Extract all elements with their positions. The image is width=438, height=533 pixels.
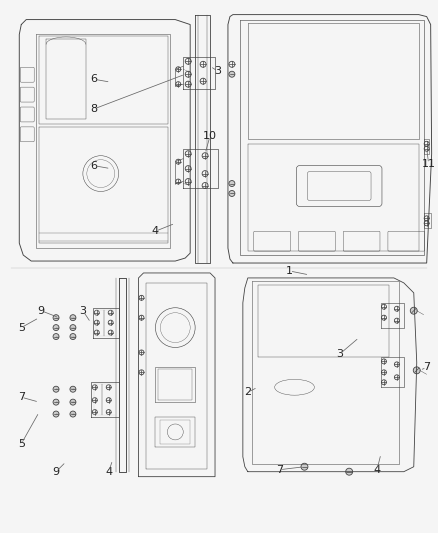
Text: 3: 3: [215, 66, 222, 76]
Circle shape: [53, 334, 59, 340]
Circle shape: [53, 386, 59, 392]
Circle shape: [229, 190, 235, 197]
Text: 4: 4: [105, 467, 112, 477]
Circle shape: [70, 325, 76, 330]
Text: 5: 5: [18, 322, 25, 333]
Text: 11: 11: [422, 159, 436, 168]
Circle shape: [346, 468, 353, 475]
Circle shape: [53, 314, 59, 321]
Circle shape: [301, 463, 308, 470]
Text: 10: 10: [203, 131, 217, 141]
Text: 5: 5: [18, 439, 25, 449]
Circle shape: [229, 71, 235, 77]
Text: 3: 3: [79, 306, 86, 316]
Text: 7: 7: [18, 392, 25, 402]
Circle shape: [53, 325, 59, 330]
Circle shape: [70, 399, 76, 405]
Text: 4: 4: [374, 465, 381, 475]
Text: 6: 6: [90, 74, 97, 84]
Circle shape: [70, 314, 76, 321]
Text: 7: 7: [423, 362, 430, 373]
Circle shape: [70, 411, 76, 417]
Text: 9: 9: [38, 306, 45, 316]
Text: 3: 3: [336, 350, 343, 359]
Circle shape: [410, 307, 417, 314]
Circle shape: [53, 399, 59, 405]
Circle shape: [413, 367, 420, 374]
Text: 8: 8: [90, 104, 97, 114]
Text: 1: 1: [286, 266, 293, 276]
Text: 6: 6: [90, 160, 97, 171]
Circle shape: [70, 334, 76, 340]
Circle shape: [229, 181, 235, 187]
Circle shape: [70, 386, 76, 392]
Text: 4: 4: [152, 226, 159, 236]
Text: 2: 2: [244, 387, 251, 397]
Text: 7: 7: [276, 465, 283, 475]
Text: 9: 9: [53, 467, 60, 477]
Circle shape: [53, 411, 59, 417]
